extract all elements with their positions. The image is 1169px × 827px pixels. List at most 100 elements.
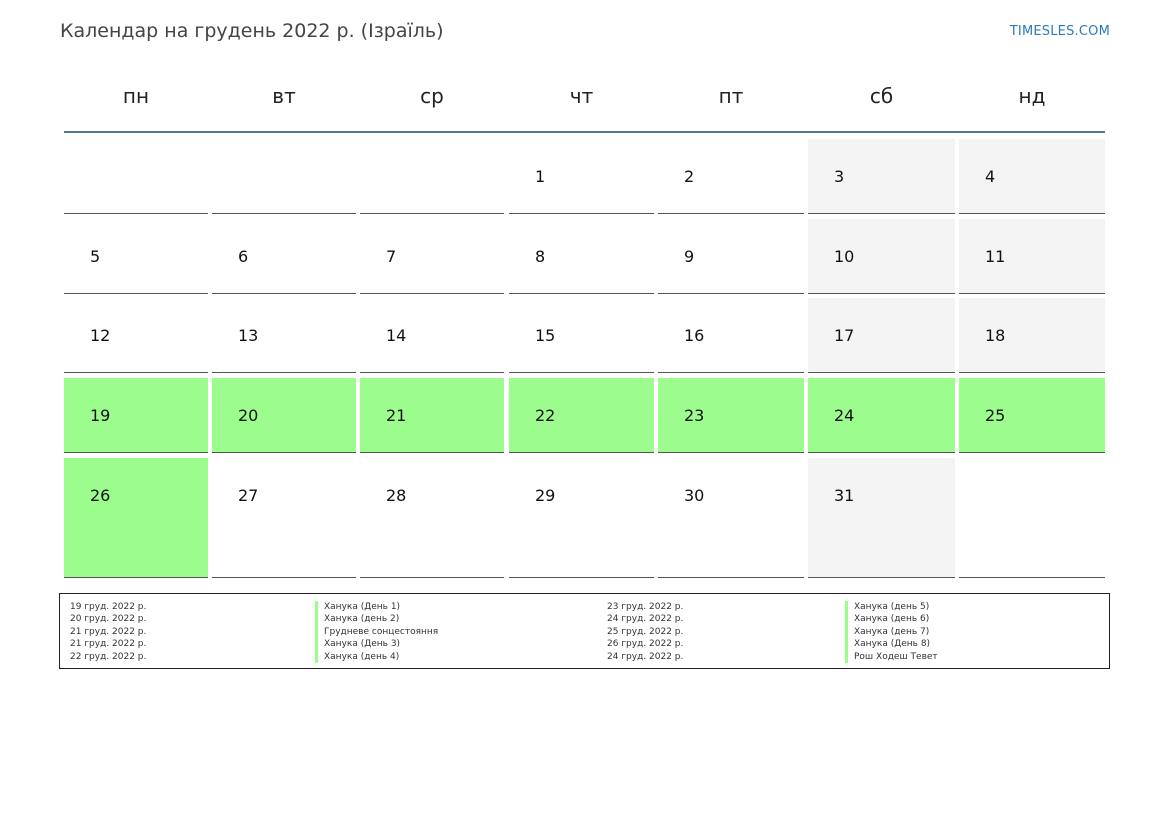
day-number: 5 — [90, 247, 101, 266]
day-number: 24 — [834, 406, 855, 425]
day-number: 7 — [386, 247, 397, 266]
day-number: 19 — [90, 406, 111, 425]
day-cell[interactable]: 25 — [959, 378, 1105, 453]
weekday-label: чт — [569, 84, 594, 108]
legend-date: 22 груд. 2022 р. — [70, 651, 147, 662]
empty-day-cell — [212, 139, 356, 214]
day-cell[interactable]: 11 — [959, 219, 1105, 294]
empty-day-cell — [64, 139, 208, 214]
legend-holiday-name: Ханука (день 5) — [845, 601, 938, 614]
page-title: Календар на грудень 2022 р. (Ізраїль) — [60, 20, 444, 42]
day-cell[interactable]: 8 — [509, 219, 654, 294]
day-cell[interactable]: 30 — [658, 458, 804, 578]
empty-day-cell — [959, 458, 1105, 578]
legend-date: 20 груд. 2022 р. — [70, 614, 147, 625]
day-cell[interactable]: 3 — [808, 139, 955, 214]
day-number: 11 — [985, 247, 1006, 266]
legend-left-names: Ханука (День 1) Ханука (день 2) Грудневе с… — [315, 601, 438, 663]
day-number: 10 — [834, 247, 855, 266]
weekday-label: пт — [718, 84, 744, 108]
day-number: 27 — [238, 486, 259, 505]
header-divider — [64, 131, 1105, 133]
legend-date: 24 груд. 2022 р. — [607, 651, 684, 662]
weekday-header-row: пн вт ср чт пт сб нд — [63, 84, 1106, 114]
day-cell[interactable]: 31 — [808, 458, 955, 578]
day-number: 26 — [90, 486, 111, 505]
legend-date: 19 груд. 2022 р. — [70, 602, 147, 612]
legend-date: 21 груд. 2022 р. — [70, 626, 147, 637]
day-number: 15 — [535, 326, 556, 345]
empty-day-cell — [360, 139, 504, 214]
legend-holiday-name: Ханука (День 1) — [315, 601, 438, 614]
legend-holiday-name: Грудневе сонцестояння — [315, 625, 438, 639]
day-cell[interactable]: 28 — [360, 458, 504, 578]
day-cell[interactable]: 27 — [212, 458, 356, 578]
day-number: 1 — [535, 167, 546, 186]
day-cell[interactable]: 18 — [959, 298, 1105, 373]
day-cell[interactable]: 16 — [658, 298, 804, 373]
day-number: 21 — [386, 406, 407, 425]
day-cell[interactable]: 2 — [658, 139, 804, 214]
day-cell[interactable]: 17 — [808, 298, 955, 373]
day-number: 13 — [238, 326, 259, 345]
legend-date: 21 груд. 2022 р. — [70, 639, 147, 650]
day-number: 23 — [684, 406, 705, 425]
day-number: 17 — [834, 326, 855, 345]
day-number: 2 — [684, 167, 695, 186]
day-cell[interactable]: 21 — [360, 378, 504, 453]
day-cell[interactable]: 12 — [64, 298, 208, 373]
day-number: 25 — [985, 406, 1006, 425]
brand-link[interactable]: TIMESLES.COM — [1009, 24, 1110, 39]
day-cell[interactable]: 1 — [509, 139, 654, 214]
day-cell[interactable]: 22 — [509, 378, 654, 453]
weekday-label: пн — [122, 84, 150, 108]
legend-holiday-name: Ханука (день 4) — [315, 650, 438, 663]
day-cell[interactable]: 5 — [64, 219, 208, 294]
day-number: 28 — [386, 486, 407, 505]
day-number: 14 — [386, 326, 407, 345]
day-number: 12 — [90, 326, 111, 345]
day-number: 22 — [535, 406, 556, 425]
day-cell[interactable]: 20 — [212, 378, 356, 453]
legend-date: 26 груд. 2022 р. — [607, 639, 684, 650]
legend-right-dates: 23 груд. 2022 р. 24 груд. 2022 р. 25 груд.… — [607, 601, 683, 663]
day-number: 16 — [684, 326, 705, 345]
legend-holiday-name: Ханука (День 8) — [845, 638, 938, 651]
day-cell[interactable]: 23 — [658, 378, 804, 453]
legend-date: 25 груд. 2022 р. — [607, 626, 684, 637]
legend-holiday-name: Ханука (День 3) — [315, 638, 438, 651]
legend-date: 24 груд. 2022 р. — [607, 614, 684, 625]
legend-right-names: Ханука (день 5) Ханука (день 6) Ханука (де… — [845, 601, 938, 663]
day-cell[interactable]: 29 — [509, 458, 654, 578]
day-cell[interactable]: 24 — [808, 378, 955, 453]
legend-holiday-name: Ханука (день 7) — [845, 625, 938, 639]
day-cell[interactable]: 26 — [64, 458, 208, 578]
legend-holiday-name: Ханука (день 2) — [315, 613, 438, 626]
day-number: 20 — [238, 406, 259, 425]
weekday-label: сб — [869, 84, 894, 108]
weekday-label: ср — [420, 84, 444, 108]
day-number: 29 — [535, 486, 556, 505]
legend-holiday-name: Рош Ходеш Тевет — [845, 650, 938, 663]
day-cell[interactable]: 19 — [64, 378, 208, 453]
day-cell[interactable]: 15 — [509, 298, 654, 373]
legend-date: 23 груд. 2022 р. — [607, 602, 684, 612]
day-cell[interactable]: 13 — [212, 298, 356, 373]
legend-holiday-name: Ханука (день 6) — [845, 613, 938, 626]
day-cell[interactable]: 4 — [959, 139, 1105, 214]
legend-left-dates: 19 груд. 2022 р. 20 груд. 2022 р. 21 груд.… — [70, 601, 146, 663]
holiday-legend: 19 груд. 2022 р. 20 груд. 2022 р. 21 груд.… — [59, 593, 1110, 669]
day-number: 8 — [535, 247, 546, 266]
weekday-label: вт — [272, 84, 296, 108]
day-cell[interactable]: 14 — [360, 298, 504, 373]
day-number: 9 — [684, 247, 695, 266]
weekday-label: нд — [1018, 84, 1046, 108]
day-cell[interactable]: 6 — [212, 219, 356, 294]
day-number: 4 — [985, 167, 996, 186]
day-cell[interactable]: 7 — [360, 219, 504, 294]
day-number: 3 — [834, 167, 845, 186]
day-cell[interactable]: 9 — [658, 219, 804, 294]
day-cell[interactable]: 10 — [808, 219, 955, 294]
day-number: 31 — [834, 486, 855, 505]
day-number: 6 — [238, 247, 249, 266]
